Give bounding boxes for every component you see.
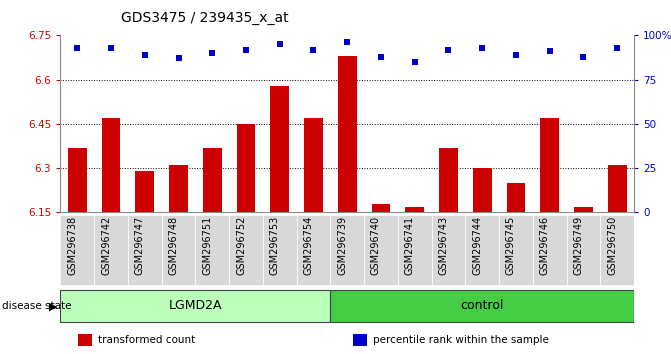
FancyBboxPatch shape — [499, 216, 533, 285]
Point — [241, 47, 252, 52]
Text: GSM296754: GSM296754 — [303, 216, 313, 275]
Bar — [237, 124, 255, 212]
Bar — [507, 183, 525, 212]
Text: GSM296742: GSM296742 — [101, 216, 111, 275]
Text: GSM296746: GSM296746 — [539, 216, 550, 275]
Text: GSM296753: GSM296753 — [270, 216, 280, 275]
Bar — [540, 118, 559, 212]
FancyBboxPatch shape — [533, 216, 566, 285]
Bar — [440, 148, 458, 212]
Bar — [304, 118, 323, 212]
Bar — [136, 171, 154, 212]
Text: GSM296749: GSM296749 — [574, 216, 584, 275]
Point — [105, 45, 116, 51]
Point — [511, 52, 521, 58]
Text: GDS3475 / 239435_x_at: GDS3475 / 239435_x_at — [121, 11, 289, 25]
Text: GSM296743: GSM296743 — [438, 216, 448, 275]
FancyBboxPatch shape — [364, 216, 398, 285]
Point — [72, 45, 83, 51]
Text: GSM296740: GSM296740 — [371, 216, 381, 275]
Text: GSM296751: GSM296751 — [202, 216, 212, 275]
FancyBboxPatch shape — [566, 216, 601, 285]
Text: percentile rank within the sample: percentile rank within the sample — [373, 335, 549, 345]
Bar — [338, 56, 356, 212]
FancyBboxPatch shape — [466, 216, 499, 285]
Bar — [372, 204, 391, 212]
Point — [140, 52, 150, 58]
Text: GSM296747: GSM296747 — [135, 216, 145, 275]
FancyBboxPatch shape — [431, 216, 466, 285]
Bar — [608, 165, 627, 212]
Text: control: control — [460, 299, 504, 312]
Point — [612, 45, 623, 51]
FancyBboxPatch shape — [162, 216, 195, 285]
Bar — [473, 168, 492, 212]
FancyBboxPatch shape — [60, 290, 330, 322]
Point — [409, 59, 420, 65]
Bar — [68, 148, 87, 212]
Text: GSM296739: GSM296739 — [338, 216, 348, 275]
Text: transformed count: transformed count — [98, 335, 195, 345]
FancyBboxPatch shape — [195, 216, 229, 285]
Bar — [169, 165, 188, 212]
Text: GSM296752: GSM296752 — [236, 216, 246, 275]
Point — [173, 56, 184, 61]
Point — [578, 54, 589, 59]
FancyBboxPatch shape — [60, 216, 94, 285]
FancyBboxPatch shape — [263, 216, 297, 285]
Point — [477, 45, 488, 51]
Point — [443, 47, 454, 52]
Text: GSM296741: GSM296741 — [405, 216, 415, 275]
Point — [308, 47, 319, 52]
Bar — [270, 86, 289, 212]
Bar — [102, 118, 120, 212]
FancyBboxPatch shape — [398, 216, 431, 285]
Point — [376, 54, 386, 59]
Text: GSM296750: GSM296750 — [607, 216, 617, 275]
Text: LGMD2A: LGMD2A — [168, 299, 222, 312]
FancyBboxPatch shape — [297, 216, 330, 285]
FancyBboxPatch shape — [330, 290, 634, 322]
Text: GSM296745: GSM296745 — [506, 216, 516, 275]
Bar — [353, 334, 367, 346]
FancyBboxPatch shape — [94, 216, 128, 285]
Text: GSM296748: GSM296748 — [168, 216, 178, 275]
Text: ▶: ▶ — [48, 301, 57, 311]
FancyBboxPatch shape — [330, 216, 364, 285]
Bar — [78, 334, 92, 346]
Text: GSM296744: GSM296744 — [472, 216, 482, 275]
Text: disease state: disease state — [2, 301, 72, 311]
FancyBboxPatch shape — [128, 216, 162, 285]
Point — [274, 41, 285, 47]
Bar — [574, 206, 592, 212]
FancyBboxPatch shape — [229, 216, 263, 285]
Text: GSM296738: GSM296738 — [67, 216, 77, 275]
Point — [544, 48, 555, 54]
Bar — [203, 148, 221, 212]
FancyBboxPatch shape — [601, 216, 634, 285]
Bar — [405, 206, 424, 212]
Point — [207, 50, 217, 56]
Point — [342, 40, 353, 45]
